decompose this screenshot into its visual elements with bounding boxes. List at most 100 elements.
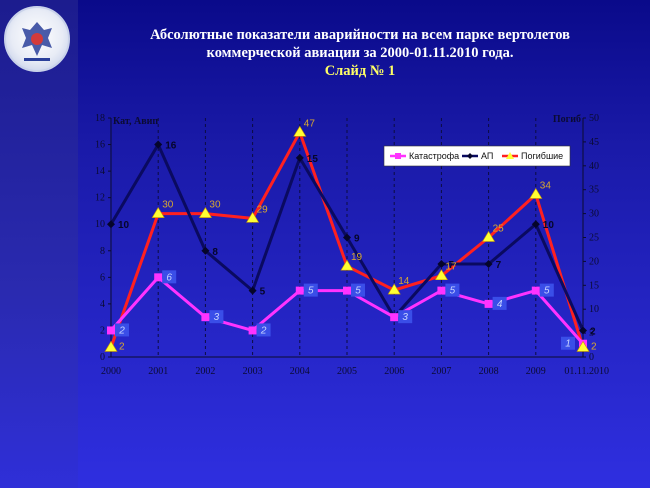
- katastrofa-point-1: [154, 273, 163, 282]
- ap-point-7: [437, 260, 446, 269]
- ap-point-5: [343, 233, 351, 242]
- ap-point-0: [107, 220, 115, 229]
- legend-marker-1: [467, 153, 473, 159]
- pogibshie-label-7: 17: [445, 262, 457, 273]
- left-tick-label-1: 2: [100, 325, 105, 336]
- pogibshie-label-9: 34: [540, 180, 552, 191]
- left-decorative-stripe: [0, 0, 78, 488]
- x-tick-label-1: 2001: [148, 366, 168, 377]
- katastrofa-label-bg-4: [303, 283, 318, 297]
- katastrofa-point-7: [437, 286, 446, 295]
- katastrofa-label-8: 4: [497, 299, 503, 310]
- right-tick-label-8: 40: [589, 161, 599, 172]
- left-tick-label-0: 0: [100, 352, 105, 363]
- katastrofa-label-bg-2: [209, 310, 224, 324]
- katastrofa-point-8: [484, 299, 493, 308]
- x-tick-label-7: 2007: [431, 366, 451, 377]
- katastrofa-label-2: 3: [214, 312, 220, 323]
- ap-point-3: [248, 286, 257, 295]
- right-tick-label-7: 35: [589, 185, 599, 196]
- katastrofa-label-bg-5: [351, 283, 365, 297]
- katastrofa-point-0: [107, 326, 115, 335]
- left-tick-label-5: 10: [95, 219, 105, 230]
- pogibshie-label-1: 30: [162, 200, 174, 211]
- right-axis-label: Погиб: [553, 114, 581, 125]
- katastrofa-label-bg-8: [492, 296, 507, 310]
- pogibshie-point-2: [198, 207, 212, 218]
- x-tick-label-0: 2000: [101, 366, 121, 377]
- katastrofa-label-3: 2: [260, 325, 267, 336]
- pogibshie-label-8: 25: [493, 224, 505, 235]
- katastrofa-label-1: 6: [166, 272, 172, 283]
- katastrofa-point-9: [531, 286, 540, 295]
- x-tick-label-2: 2002: [195, 366, 215, 377]
- pogibshie-label-10: 2: [591, 341, 597, 352]
- legend-label-0: Катастрофа: [409, 151, 459, 161]
- left-axis-label: Кат, Авип: [113, 116, 158, 127]
- katastrofa-label-bg-0: [115, 323, 129, 337]
- ap-point-1: [154, 140, 163, 149]
- katastrofa-label-bg-10: [561, 336, 575, 350]
- x-tick-label-6: 2006: [384, 366, 404, 377]
- left-tick-label-3: 6: [100, 272, 105, 283]
- right-tick-label-2: 10: [589, 304, 599, 315]
- pogibshie-point-4: [293, 125, 307, 137]
- ap-label-1: 16: [165, 141, 177, 152]
- pogibshie-point-6: [387, 283, 401, 295]
- right-tick-label-3: 15: [589, 280, 599, 291]
- ap-label-0: 10: [118, 220, 130, 231]
- pogibshie-point-8: [482, 230, 496, 242]
- ap-label-9: 10: [543, 220, 555, 231]
- right-tick-label-5: 25: [589, 233, 599, 244]
- pogibshie-point-3: [246, 211, 260, 223]
- pogibshie-point-1: [151, 207, 165, 218]
- slide-number: Слайд № 1: [324, 63, 396, 79]
- x-tick-label-8: 2008: [479, 366, 499, 377]
- left-tick-label-6: 12: [95, 193, 105, 204]
- pogibshie-label-3: 29: [257, 204, 269, 215]
- pogibshie-label-2: 30: [209, 200, 221, 211]
- pogibshie-point-7: [434, 269, 448, 281]
- pogibshie-label-0: 2: [119, 341, 125, 352]
- ap-point-10: [579, 326, 587, 335]
- slide-title: Абсолютные показатели аварийности на все…: [90, 26, 630, 80]
- right-tick-label-6: 30: [589, 209, 599, 220]
- katastrofa-label-bg-9: [539, 283, 554, 297]
- left-tick-label-8: 16: [95, 140, 105, 151]
- katastrofa-label-bg-1: [162, 270, 177, 284]
- right-tick-label-4: 20: [589, 256, 599, 267]
- left-tick-label-7: 14: [95, 166, 105, 177]
- ap-label-2: 8: [212, 247, 218, 258]
- right-tick-label-10: 50: [589, 113, 599, 124]
- katastrofa-point-5: [343, 286, 351, 295]
- right-tick-label-9: 45: [589, 137, 599, 148]
- x-tick-label-3: 2003: [243, 366, 263, 377]
- katastrofa-label-0: 2: [118, 325, 125, 336]
- ap-label-10: 2: [590, 326, 596, 337]
- ap-point-9: [531, 220, 540, 229]
- pogibshie-point-10: [576, 340, 590, 352]
- x-tick-label-9: 2009: [526, 366, 546, 377]
- katastrofa-label-6: 3: [402, 312, 408, 323]
- title-line-1: Абсолютные показатели аварийности на все…: [150, 27, 570, 43]
- legend-marker-0: [395, 153, 401, 159]
- emblem-logo: [4, 6, 70, 72]
- ap-label-7: 7: [448, 260, 454, 271]
- right-tick-label-0: 0: [589, 352, 594, 363]
- katastrofa-label-4: 5: [308, 286, 314, 297]
- ap-label-5: 9: [354, 234, 360, 245]
- title-line-2: коммерческой авиации за 2000-01.11.2010 …: [206, 45, 514, 61]
- katastrofa-label-bg-3: [256, 323, 271, 337]
- pogibshie-label-4: 47: [304, 118, 316, 129]
- katastrofa-label-bg-7: [445, 283, 460, 297]
- legend-label-1: АП: [481, 151, 493, 161]
- ap-point-4: [295, 153, 304, 162]
- katastrofa-label-10: 1: [565, 339, 571, 350]
- eagle-icon: [22, 22, 52, 61]
- katastrofa-label-bg-6: [398, 310, 413, 324]
- pogibshie-point-5: [340, 259, 354, 271]
- pogibshie-point-9: [529, 187, 543, 199]
- pogibshie-label-5: 19: [351, 252, 363, 263]
- katastrofa-label-5: 5: [355, 286, 361, 297]
- katastrofa-point-6: [390, 313, 399, 322]
